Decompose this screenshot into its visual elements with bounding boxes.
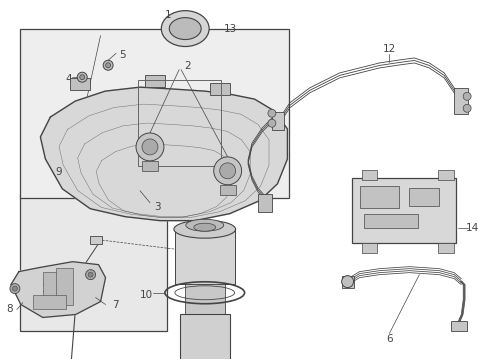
Bar xyxy=(70,78,90,90)
Circle shape xyxy=(342,276,354,288)
Circle shape xyxy=(268,119,276,127)
Ellipse shape xyxy=(174,220,236,238)
Bar xyxy=(258,194,272,212)
Ellipse shape xyxy=(169,18,201,40)
Text: 1: 1 xyxy=(165,10,172,21)
Text: 4: 4 xyxy=(65,74,72,84)
Bar xyxy=(138,80,220,166)
Bar xyxy=(21,30,289,198)
Polygon shape xyxy=(40,87,288,221)
Bar xyxy=(90,236,102,244)
Bar xyxy=(454,88,468,114)
Bar xyxy=(364,214,418,228)
Bar xyxy=(342,276,354,288)
Text: 5: 5 xyxy=(119,50,125,60)
Bar xyxy=(210,83,230,95)
Circle shape xyxy=(463,92,471,100)
Bar xyxy=(180,314,230,360)
Bar xyxy=(360,186,399,208)
Text: 7: 7 xyxy=(112,300,119,310)
Circle shape xyxy=(10,284,20,293)
Circle shape xyxy=(136,133,164,161)
Circle shape xyxy=(103,60,113,70)
Bar xyxy=(409,188,439,206)
Circle shape xyxy=(214,157,242,185)
Bar xyxy=(352,178,456,243)
Circle shape xyxy=(268,109,276,117)
Text: 2: 2 xyxy=(184,60,191,71)
Bar xyxy=(175,229,235,284)
Bar xyxy=(145,75,165,87)
Text: 3: 3 xyxy=(155,202,161,212)
Circle shape xyxy=(12,286,17,291)
Circle shape xyxy=(77,72,87,82)
Text: 12: 12 xyxy=(383,44,396,54)
Polygon shape xyxy=(11,262,105,318)
Bar xyxy=(33,294,66,310)
Ellipse shape xyxy=(161,11,209,46)
Bar xyxy=(362,170,377,180)
Circle shape xyxy=(86,270,96,280)
Circle shape xyxy=(142,139,158,155)
Bar xyxy=(220,185,236,195)
Bar xyxy=(185,284,225,314)
Bar xyxy=(142,161,158,171)
Bar xyxy=(56,268,73,305)
Text: 14: 14 xyxy=(466,223,479,233)
Text: 9: 9 xyxy=(55,167,62,177)
Bar xyxy=(438,243,454,253)
Ellipse shape xyxy=(186,219,223,231)
Text: 6: 6 xyxy=(386,334,393,345)
Text: 13: 13 xyxy=(223,24,237,33)
Circle shape xyxy=(88,272,93,277)
Bar xyxy=(272,112,284,130)
Bar xyxy=(362,243,377,253)
Bar xyxy=(451,321,467,332)
Circle shape xyxy=(106,63,111,68)
Bar xyxy=(43,272,59,307)
Circle shape xyxy=(80,75,85,80)
Circle shape xyxy=(463,104,471,112)
Text: 8: 8 xyxy=(6,305,13,315)
Ellipse shape xyxy=(194,223,216,231)
Bar xyxy=(21,194,167,330)
Circle shape xyxy=(220,163,236,179)
Text: 11: 11 xyxy=(42,284,55,294)
Text: 10: 10 xyxy=(140,290,153,300)
Bar xyxy=(438,170,454,180)
